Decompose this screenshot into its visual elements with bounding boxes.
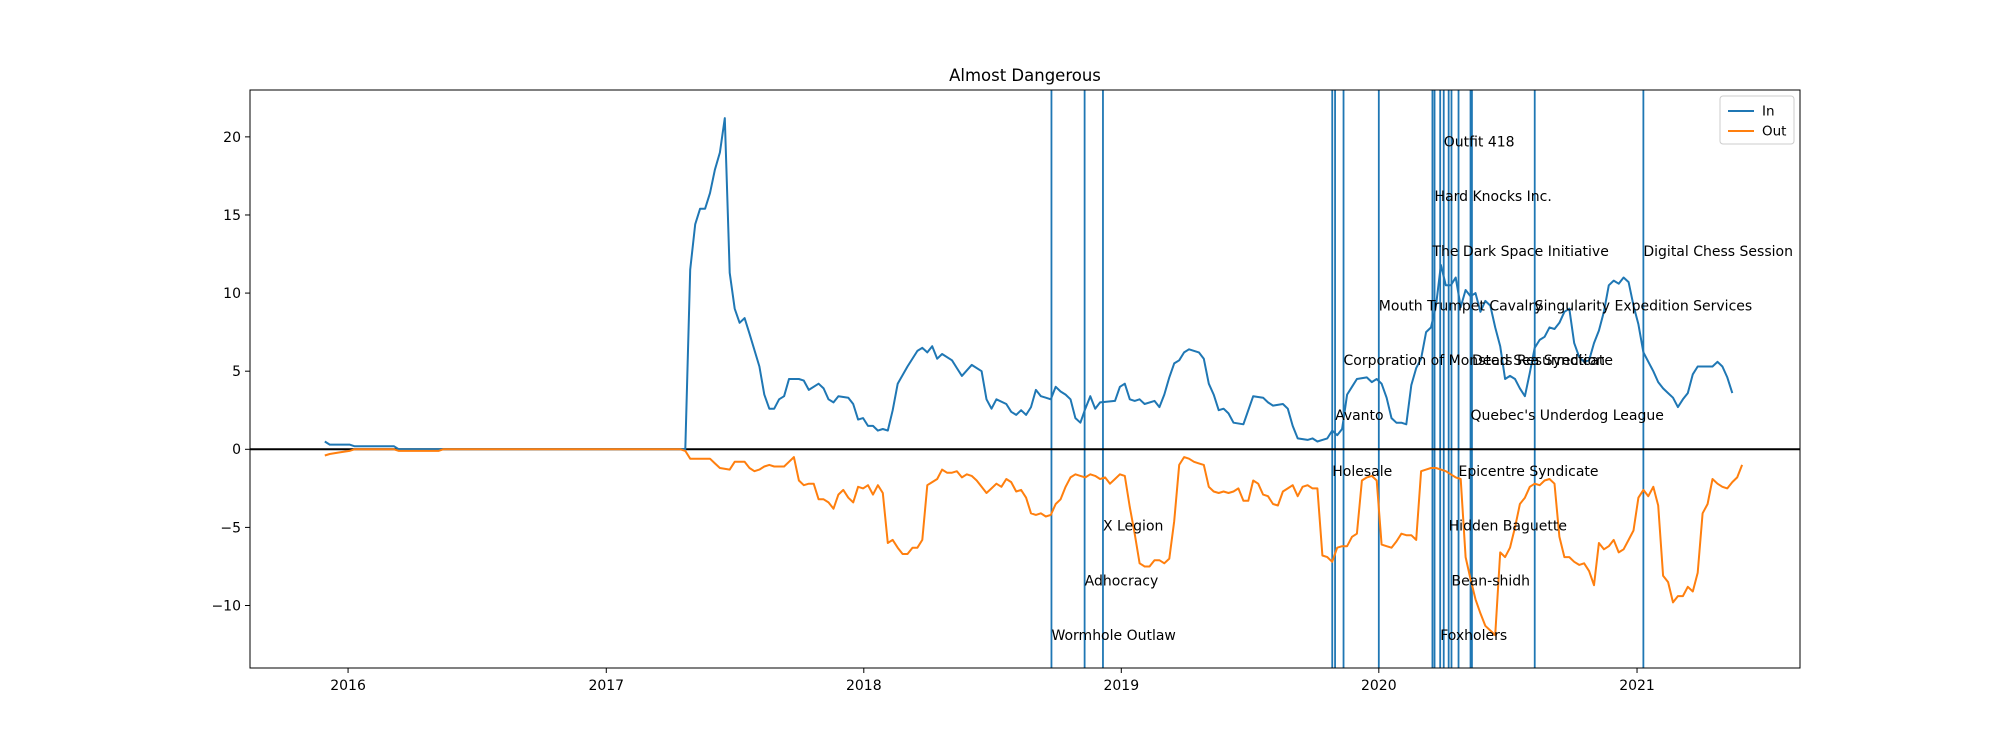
y-tick-label: 5 (232, 364, 241, 380)
x-tick-label: 2021 (1619, 678, 1655, 694)
series-line-in (324, 117, 1734, 451)
event-label: Quebec's Underdog League (1471, 408, 1664, 424)
event-label: Epicentre Syndicate (1459, 464, 1599, 480)
event-label: Bean-shidh (1451, 573, 1530, 589)
y-tick-label: 20 (223, 130, 241, 146)
event-label: Adhocracy (1085, 573, 1159, 589)
y-tick-label: −5 (220, 520, 241, 536)
event-label: Outfit 418 (1444, 134, 1515, 150)
event-label: Digital Chess Session (1643, 244, 1793, 260)
x-tick-label: 2017 (588, 678, 624, 694)
series-line-out (324, 448, 1744, 637)
event-label: Avanto (1335, 408, 1384, 424)
axis-ticks: 2016 2017 2018 2019 2020 2021 −10 −5 0 5 10 15 20 (211, 130, 1654, 694)
event-label: The Dark Space Initiative (1431, 244, 1608, 260)
event-label: X Legion (1103, 519, 1163, 535)
y-tick-label: 15 (223, 208, 241, 224)
x-tick-label: 2016 (330, 678, 366, 694)
axes-frame (249, 89, 1801, 669)
event-label: Wormhole Outlaw (1051, 628, 1175, 644)
y-tick-label: 10 (223, 286, 241, 302)
legend-label-in: In (1762, 104, 1775, 120)
x-tick-label: 2020 (1361, 678, 1397, 694)
event-label: Singularity Expedition Services (1535, 298, 1752, 314)
legend: In Out (1719, 95, 1795, 145)
x-tick-label: 2019 (1103, 678, 1139, 694)
event-label: Corporation of Monsters Resurrection (1344, 353, 1605, 369)
x-tick-label: 2018 (846, 678, 882, 694)
event-label: Hard Knocks Inc. (1435, 189, 1552, 205)
event-label: Hidden Baguette (1449, 519, 1567, 535)
legend-label-out: Out (1762, 124, 1786, 140)
event-label: Dead Sea Syndicate (1472, 353, 1613, 369)
y-tick-label: −10 (211, 598, 241, 614)
plot-clip-group (250, 90, 1800, 668)
plot-area: Wormhole Outlaw Adhocracy X Legion Holesale… (250, 90, 1800, 668)
event-label: Foxholers (1440, 628, 1507, 644)
chart-title: Almost Dangerous (949, 66, 1101, 85)
y-tick-label: 0 (232, 442, 241, 458)
event-label: Mouth Trumpet Cavalry (1379, 298, 1543, 314)
event-label: Holesale (1332, 464, 1392, 480)
